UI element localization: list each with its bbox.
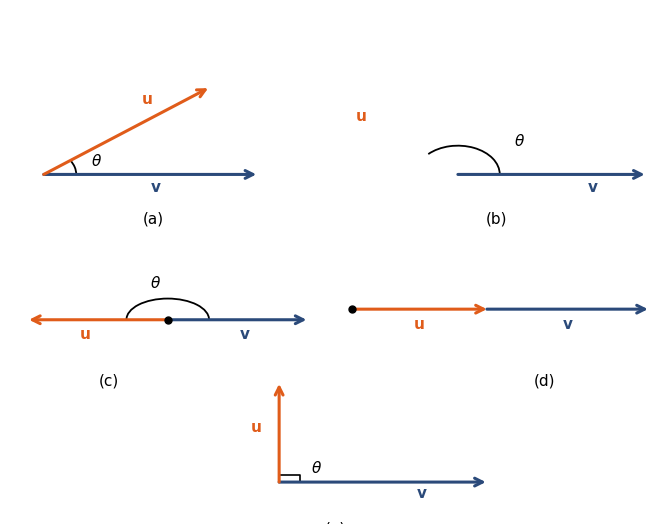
Text: u: u [356, 109, 366, 124]
Text: v: v [240, 328, 250, 342]
Text: (b): (b) [486, 211, 507, 226]
Text: $\theta$: $\theta$ [513, 133, 525, 149]
Text: u: u [142, 92, 152, 107]
Text: v: v [151, 180, 161, 195]
Text: $\theta$: $\theta$ [150, 276, 162, 291]
Text: (d): (d) [534, 374, 556, 388]
Text: v: v [588, 180, 598, 195]
Text: u: u [414, 317, 425, 332]
Text: (c): (c) [99, 374, 119, 388]
Text: v: v [562, 317, 572, 332]
Text: $\theta$: $\theta$ [311, 460, 322, 476]
Text: u: u [80, 328, 91, 342]
Text: (e): (e) [325, 521, 346, 524]
Text: v: v [417, 486, 427, 501]
Text: $\theta$: $\theta$ [91, 153, 103, 169]
Text: (a): (a) [142, 211, 164, 226]
Text: u: u [251, 420, 262, 434]
